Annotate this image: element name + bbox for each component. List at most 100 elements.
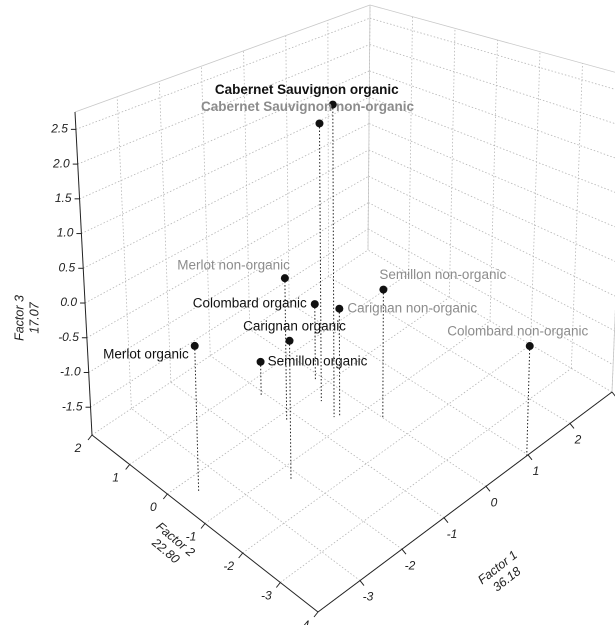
y-tick-label: -1 <box>186 530 197 544</box>
grid-line <box>116 96 132 409</box>
grid-line <box>369 70 615 159</box>
tick-mark <box>569 423 575 429</box>
x-tick-label: -1 <box>447 527 458 541</box>
z-tick-label: -1.0 <box>60 365 81 379</box>
grid-line <box>204 320 491 524</box>
point-label: Cabernet Sauvignon non-organic <box>201 99 415 114</box>
tick-mark <box>611 391 615 397</box>
tick-mark <box>401 548 407 555</box>
y-tick-label: 0 <box>150 500 157 514</box>
grid-line <box>369 44 615 125</box>
grid-line <box>243 50 251 330</box>
grid-line <box>369 17 615 90</box>
x-tick-label: 1 <box>533 464 540 478</box>
drop-line <box>526 346 531 456</box>
data-point <box>285 336 294 345</box>
tick-mark <box>359 580 365 586</box>
tick-mark <box>125 464 131 470</box>
y-tick-label: -4 <box>299 618 310 625</box>
grid-line <box>201 66 211 356</box>
z-tick-label: 2.5 <box>50 122 68 136</box>
grid-line <box>90 228 369 408</box>
z-axis-sublabel: 17.07 <box>27 301 41 333</box>
tick-mark <box>200 523 206 529</box>
grid-line <box>408 16 413 274</box>
tick-mark <box>313 611 319 618</box>
grid-line <box>368 175 615 297</box>
grid-line <box>81 96 370 234</box>
point-label: Semillon organic <box>268 353 368 368</box>
z-axis-title: Factor 3 17.07 <box>12 295 41 341</box>
drop-line <box>332 104 335 418</box>
x-tick-label: -3 <box>363 590 374 604</box>
z-tick-label: 1.5 <box>55 191 72 205</box>
tick-mark <box>275 582 281 588</box>
grid-line <box>285 35 290 303</box>
z-tick-label: -0.5 <box>58 330 79 344</box>
tick-mark <box>162 493 168 500</box>
x-tick-label: 2 <box>574 433 582 447</box>
axis-line <box>317 391 613 613</box>
grid-line <box>530 51 541 345</box>
data-point <box>525 342 534 351</box>
drop-line <box>260 361 262 397</box>
data-point <box>280 274 289 283</box>
grid-line <box>328 276 571 424</box>
grid-line <box>368 202 615 332</box>
grid-line <box>327 20 329 277</box>
data-point <box>379 285 388 294</box>
grid-line <box>368 149 615 262</box>
grid-line <box>280 368 572 583</box>
x-axis-title: Factor 1 36.18 <box>475 548 523 595</box>
point-label: Semillon non-organic <box>379 267 506 282</box>
point-label: Merlot non-organic <box>177 258 290 273</box>
x-tick-label: -2 <box>405 558 416 572</box>
grid-line <box>84 149 370 304</box>
grid-line <box>129 273 409 465</box>
grid-line <box>158 81 172 383</box>
y-tick-label: -3 <box>261 589 272 603</box>
tick-mark <box>238 552 244 559</box>
data-point <box>256 357 265 366</box>
data-point <box>335 304 344 313</box>
grid-line <box>167 297 450 495</box>
drop-line <box>318 123 322 402</box>
grid-line <box>489 39 498 322</box>
grid-line <box>131 408 361 581</box>
point-label: Cabernet Sauvignon organic <box>215 82 399 97</box>
point-label: Colombard non-organic <box>447 324 588 339</box>
z-tick-label: 0.0 <box>60 295 77 309</box>
z-tick-label: 2.0 <box>52 156 70 170</box>
point-label: Carignan non-organic <box>347 300 477 315</box>
point-label: Colombard organic <box>193 296 307 311</box>
z-tick-label: 0.5 <box>59 260 76 274</box>
grid-line <box>242 344 531 554</box>
point-label: Carignan organic <box>243 318 346 333</box>
data-point <box>328 100 337 109</box>
point-label: Merlot organic <box>103 346 189 361</box>
box-edge <box>611 309 615 393</box>
box-edge <box>74 4 371 113</box>
y-axis-title: Factor 2 22.80 <box>149 519 198 566</box>
drop-line <box>382 289 384 419</box>
grid-line <box>570 63 583 369</box>
grid-line <box>91 249 369 436</box>
data-point <box>315 119 324 128</box>
tick-mark <box>485 485 491 492</box>
box-edge <box>367 4 371 251</box>
box-edge <box>369 4 615 73</box>
grid-line <box>77 44 370 165</box>
tick-mark <box>87 434 93 441</box>
grid-line <box>86 175 369 339</box>
y-tick-label: 1 <box>112 471 119 485</box>
grid-line <box>368 123 615 228</box>
grid-line <box>367 228 614 366</box>
z-axis-label: Factor 3 <box>12 295 26 341</box>
drop-line <box>284 278 288 421</box>
tick-mark <box>527 454 533 461</box>
y-tick-label: -2 <box>223 559 234 573</box>
axis-line <box>74 111 93 436</box>
z-tick-label: -1.5 <box>62 399 83 413</box>
